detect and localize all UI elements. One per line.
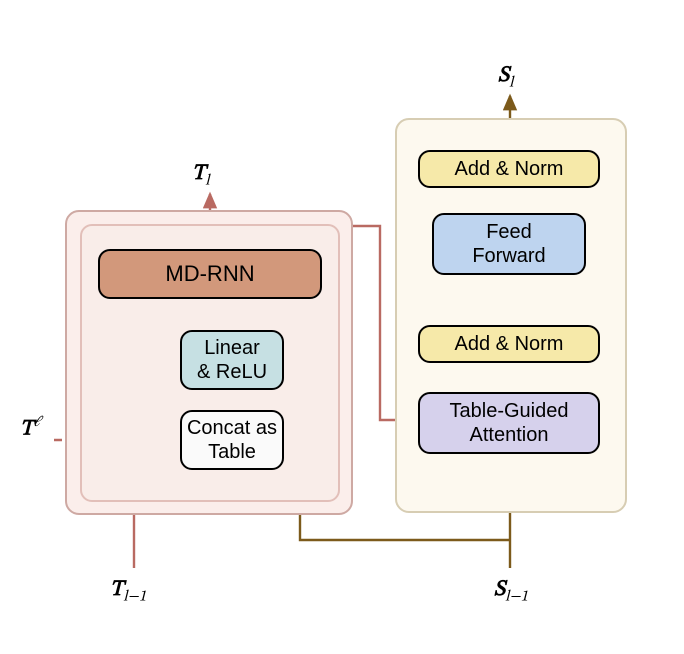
addnorm-top-block: Add & Norm: [418, 150, 600, 188]
addnorm-bottom-block: Add & Norm: [418, 325, 600, 363]
mdrnn-label: MD-RNN: [165, 261, 254, 287]
label-Slm1: Sl−1: [494, 576, 528, 606]
concat-block: Concat as Table: [180, 410, 284, 470]
table-guided-attention-block: Table-Guided Attention: [418, 392, 600, 454]
tga-label: Table-Guided Attention: [450, 399, 569, 447]
label-T-ell: Tℓ: [20, 412, 41, 443]
label-Tlm1: Tl−1: [110, 576, 146, 606]
mdrnn-block: MD-RNN: [98, 249, 322, 299]
concat-label: Concat as Table: [187, 416, 277, 464]
addnorm-top-label: Add & Norm: [455, 157, 564, 181]
label-Tl-top: Tl: [192, 160, 210, 190]
addnorm-bottom-label: Add & Norm: [455, 332, 564, 356]
label-Sl-top: Sl: [498, 62, 513, 92]
linear-relu-block: Linear & ReLU: [180, 330, 284, 390]
linear-relu-label: Linear & ReLU: [197, 336, 267, 384]
feedforward-block: Feed Forward: [432, 213, 586, 275]
feedforward-label: Feed Forward: [472, 220, 545, 268]
